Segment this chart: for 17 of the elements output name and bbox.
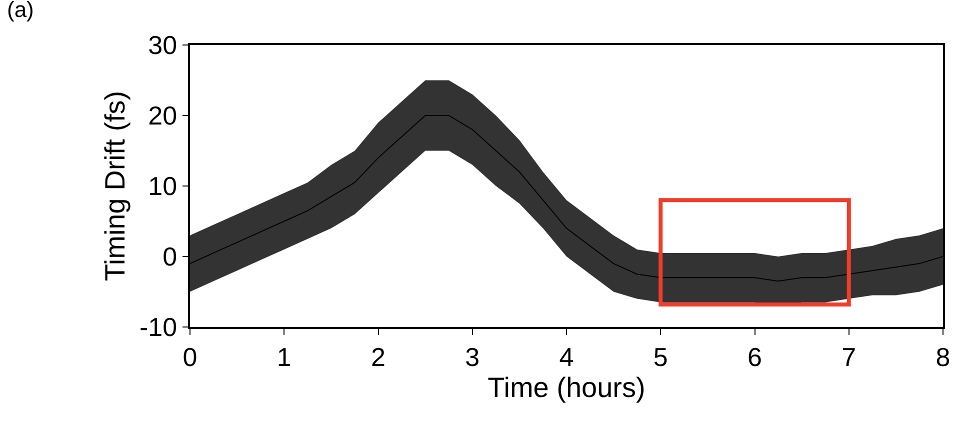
x-tick-label: 3 <box>465 342 480 372</box>
y-tick-label: 10 <box>148 171 178 202</box>
x-tick-label: 4 <box>559 342 574 372</box>
y-tick-label: 20 <box>148 100 178 131</box>
x-tick-label: 7 <box>842 342 856 372</box>
y-tick-label: 0 <box>162 242 178 272</box>
text: (a) <box>7 0 34 22</box>
x-tick-label: 2 <box>371 342 386 372</box>
x-tick-label: 0 <box>182 342 198 372</box>
x-tick-label: 1 <box>276 342 292 372</box>
x-tick-label: 8 <box>936 342 950 372</box>
y-tick-label: 30 <box>148 30 178 60</box>
x-tick-label: 6 <box>748 342 762 372</box>
x-axis-title: Time (hours) <box>488 372 646 403</box>
y-tick-label: -10 <box>139 312 178 342</box>
y-axis-title: Timing Drift (fs) <box>100 90 131 282</box>
x-tick-label: 5 <box>653 342 668 372</box>
